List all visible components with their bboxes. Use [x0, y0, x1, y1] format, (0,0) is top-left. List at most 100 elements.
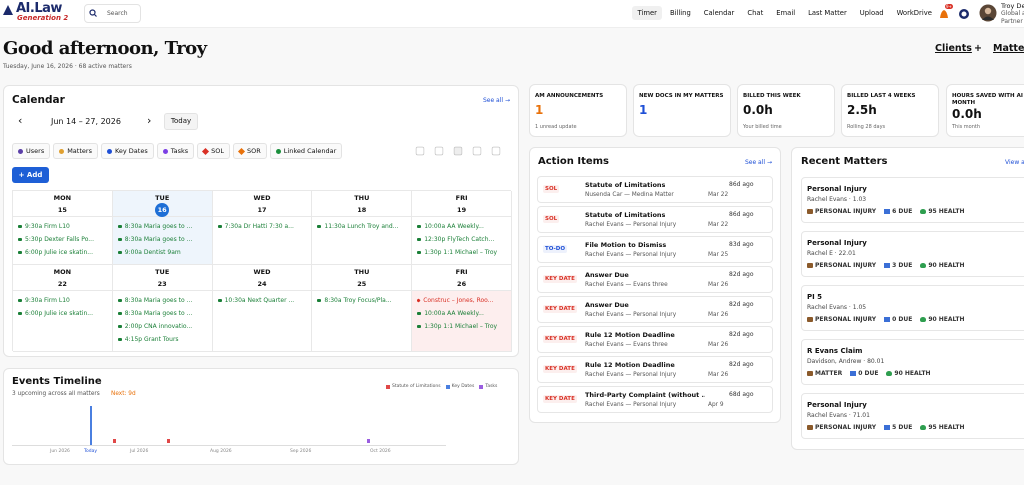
matter-title: Personal Injury — [807, 185, 867, 193]
calendar-event[interactable]: Construc – Jones, Roo... — [417, 297, 511, 304]
day-header — [112, 265, 212, 291]
item-tag: TO-DO — [543, 245, 568, 253]
nav-link[interactable]: Last Matter — [808, 9, 847, 17]
item-age: 82d ago — [729, 361, 754, 368]
view-icon[interactable] — [453, 146, 463, 156]
legend-entry: Tasks — [479, 384, 497, 389]
search-placeholder[interactable]: Search — [107, 10, 128, 17]
nav-link[interactable]: Upload — [859, 9, 884, 17]
action-item[interactable]: KEY DATE Rule 12 Motion Deadline Rachel Ev… — [537, 326, 773, 353]
stat-label: HOURS SAVED WITH AI THIS MONTH — [952, 93, 1024, 106]
see-all-link[interactable]: See all → — [482, 97, 510, 104]
filter-label: SOL — [211, 147, 225, 155]
day-of-week: WED — [253, 268, 271, 276]
calendar-event[interactable]: 2:00p CNA innovatio... — [117, 323, 212, 330]
item-date: Mar 26 — [708, 312, 729, 318]
page-tab[interactable]: + — [974, 43, 982, 54]
action-item[interactable]: KEY DATE Third-Party Complaint (without .… — [537, 386, 773, 413]
matter-badge: 90 HEALTH — [920, 316, 965, 323]
timeline-legend: Statute of Limitations Key Dates Tasks — [386, 384, 497, 389]
event-text: 6:00p Julie ice skatin... — [25, 249, 93, 256]
calendar-event[interactable]: 5:30p Dexter Falls Po... — [18, 236, 112, 243]
view-icon[interactable] — [472, 146, 482, 156]
search-box[interactable] — [84, 4, 141, 23]
calendar-event[interactable]: 8:30a Maria goes to ... — [117, 223, 212, 230]
calendar-event[interactable]: 8:30a Maria goes to ... — [117, 310, 212, 317]
search-icon — [89, 9, 97, 17]
action-item[interactable]: KEY DATE Answer Due Rachel Evans — Evans t… — [537, 266, 773, 293]
filter-chip[interactable]: Matters — [53, 143, 98, 159]
event-text: 11:30a Lunch Troy and... — [324, 223, 399, 230]
calendar-event[interactable]: 10:30a Next Quarter ... — [217, 297, 312, 304]
action-item[interactable]: KEY DATE Rule 12 Motion Deadline Rachel Ev… — [537, 356, 773, 383]
calendar-event[interactable]: 10:00a AA Weekly... — [417, 310, 511, 317]
view-icon[interactable] — [415, 146, 425, 156]
timeline-marker — [113, 439, 116, 443]
legend-entry: Statute of Limitations — [386, 384, 441, 389]
calendar-event[interactable]: 1:30p 1:1 Michael – Troy — [417, 249, 511, 256]
avatar[interactable] — [979, 4, 997, 22]
calendar-event[interactable]: 6:00p Julie ice skatin... — [18, 310, 112, 317]
calendar-event[interactable]: 8:30a Troy Focus/Pla... — [317, 297, 411, 304]
calendar-event[interactable]: 1:30p 1:1 Michael – Troy — [417, 323, 511, 330]
matter-card[interactable]: Personal Injury Rachel Evans · 71.01 PERSO… — [801, 393, 1024, 439]
filter-chip[interactable]: SOL — [197, 143, 231, 159]
calendar-event[interactable]: 4:15p Grant Tours — [117, 336, 212, 343]
day-of-week: TUE — [155, 194, 170, 202]
matter-badges: MATTER 0 DUE 90 HEALTH — [807, 370, 939, 377]
action-item[interactable]: SOL Statute of Limitations Nusenda Car — M… — [537, 176, 773, 203]
nav-link[interactable]: Timer — [632, 6, 663, 20]
calendar-event[interactable]: 8:30a Maria goes to ... — [117, 297, 212, 304]
matter-card[interactable]: Personal Injury Rachel Evans · 1.03 PERSON… — [801, 177, 1024, 223]
badge-icon — [920, 263, 927, 268]
add-button[interactable]: + Add — [12, 167, 49, 183]
filter-chip[interactable]: Linked Calendar — [269, 143, 343, 159]
day-number: 16 — [155, 203, 170, 217]
calendar-event[interactable]: 9:30a Firm L10 — [18, 223, 112, 230]
prev-button[interactable]: ‹ — [18, 114, 23, 127]
day-of-week: THU — [354, 194, 370, 202]
action-item[interactable]: TO-DO File Motion to Dismiss Rachel Evans … — [537, 236, 773, 263]
item-age: 82d ago — [729, 271, 754, 278]
nav-link[interactable]: WorkDrive — [896, 9, 932, 17]
see-all-link[interactable]: See all → — [744, 159, 772, 166]
calendar-event[interactable]: 8:30a Maria goes to ... — [117, 236, 212, 243]
calendar-event[interactable]: 7:30a Dr Hatti 7:30 a... — [217, 223, 312, 230]
nav-link[interactable]: Email — [776, 9, 796, 17]
filter-chip[interactable]: Tasks — [156, 143, 195, 159]
nav-link[interactable]: Chat — [747, 9, 764, 17]
event-text: 1:30p 1:1 Michael – Troy — [424, 249, 498, 256]
calendar-event[interactable]: 6:00p Julie ice skatin... — [18, 249, 112, 256]
matter-card[interactable]: Personal Injury Rachel E · 22.01 PERSONAL … — [801, 231, 1024, 277]
action-item[interactable]: KEY DATE Answer Due Rachel Evans — Persona… — [537, 296, 773, 323]
matter-card[interactable]: R Evans Claim Davidson, Andrew · 80.01 MAT… — [801, 339, 1024, 385]
filter-chip[interactable]: SOR — [233, 143, 267, 159]
matter-sub: Davidson, Andrew · 80.01 — [807, 358, 885, 365]
nav-link[interactable]: Billing — [669, 9, 691, 17]
header-icons[interactable] — [938, 7, 972, 21]
calendar-event[interactable]: 12:30p FlyTech Catch... — [417, 236, 511, 243]
day-number: 18 — [357, 206, 367, 214]
calendar-event[interactable]: 9:30a Firm L10 — [18, 297, 112, 304]
page-tab[interactable]: Matter — [993, 43, 1024, 54]
next-button[interactable]: › — [147, 114, 152, 127]
action-item[interactable]: SOL Statute of Limitations Rachel Evans — … — [537, 206, 773, 233]
calendar-event[interactable]: 9:00a Dentist 9am — [117, 249, 212, 256]
calendar-event[interactable]: 10:00a AA Weekly... — [417, 223, 511, 230]
view-icon[interactable] — [491, 146, 501, 156]
event-marker — [417, 251, 422, 254]
view-all-link[interactable]: View a — [1005, 159, 1024, 166]
today-button[interactable]: Today — [164, 113, 198, 130]
filter-chip[interactable]: Users — [12, 143, 51, 159]
view-icon[interactable] — [434, 146, 444, 156]
matter-card[interactable]: PI 5 Rachel Evans · 1.05 PERSONAL INJURY 0 … — [801, 285, 1024, 331]
page-tab[interactable]: Clients — [935, 43, 972, 54]
matter-badge: 0 DUE — [850, 370, 878, 377]
filter-label: Tasks — [170, 147, 189, 155]
nav-link[interactable]: Calendar — [703, 9, 735, 17]
calendar-event[interactable]: 11:30a Lunch Troy and... — [317, 223, 411, 230]
day-number: 26 — [457, 280, 467, 288]
badge-icon — [920, 425, 927, 430]
filter-chip[interactable]: Key Dates — [100, 143, 154, 159]
